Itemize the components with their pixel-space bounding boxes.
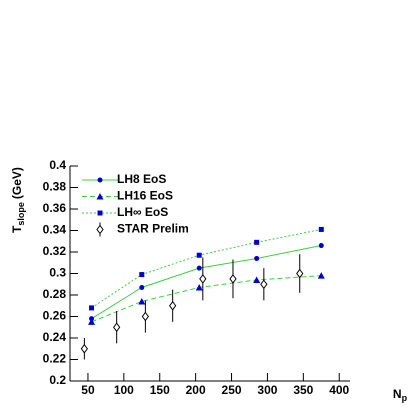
y-tick-label: 0.28 [43,287,67,301]
y-title-sub: slope [16,202,26,226]
x-tick-label: 100 [114,383,134,397]
marker [80,343,88,354]
y-tick-label: 0.32 [43,244,67,258]
marker [113,322,121,333]
marker [317,272,325,279]
y-title-rest: (GeV) [10,167,24,199]
legend-marker [97,177,103,183]
marker [296,268,304,279]
y-title-main: T [10,225,24,233]
marker [141,311,150,322]
marker [89,305,95,311]
y-tick-label: 0.34 [43,223,67,237]
legend-label: LH8 EoS [117,172,166,186]
y-tick-label: 0.26 [43,309,67,323]
legend-label: LH16 EoS [117,189,173,203]
series-line [91,228,322,309]
y-tick-label: 0.22 [43,352,67,366]
marker [139,272,145,278]
legend-marker [96,193,104,200]
marker [88,318,96,325]
marker [318,243,324,249]
y-tick-label: 0.36 [43,201,67,215]
marker [169,300,177,311]
marker [254,255,260,261]
marker [196,252,202,258]
x-title-sub: p [402,393,408,403]
marker [196,265,202,271]
marker [254,239,260,245]
y-tick-label: 0.3 [49,266,66,280]
legend-marker [97,210,103,216]
series-line [91,245,322,320]
x-axis-title: Np [393,387,408,403]
marker [138,297,146,305]
marker [229,274,237,284]
marker [253,276,261,283]
x-tick-label: 300 [257,383,277,397]
legend-marker [96,224,104,235]
y-tick-label: 0.2 [49,373,66,387]
series-line [91,275,322,323]
marker [139,284,145,290]
marker [318,226,324,232]
x-tick-label: 250 [222,383,242,397]
marker [199,274,207,284]
x-title-main: N [393,387,402,401]
marker [260,279,268,290]
x-tick-label: 400 [329,383,349,397]
y-axis-title: Tslope (GeV) [10,167,26,233]
y-tick-label: 0.4 [49,158,66,172]
x-tick-label: 200 [186,383,206,397]
legend-label: LH∞ EoS [117,205,168,219]
legend-label: STAR Prelim [117,222,189,236]
marker [195,283,203,291]
y-tick-label: 0.38 [43,180,67,194]
y-tick-label: 0.24 [43,330,67,344]
x-tick-label: 350 [293,383,313,397]
x-tick-label: 50 [81,383,95,397]
x-tick-label: 150 [150,383,170,397]
